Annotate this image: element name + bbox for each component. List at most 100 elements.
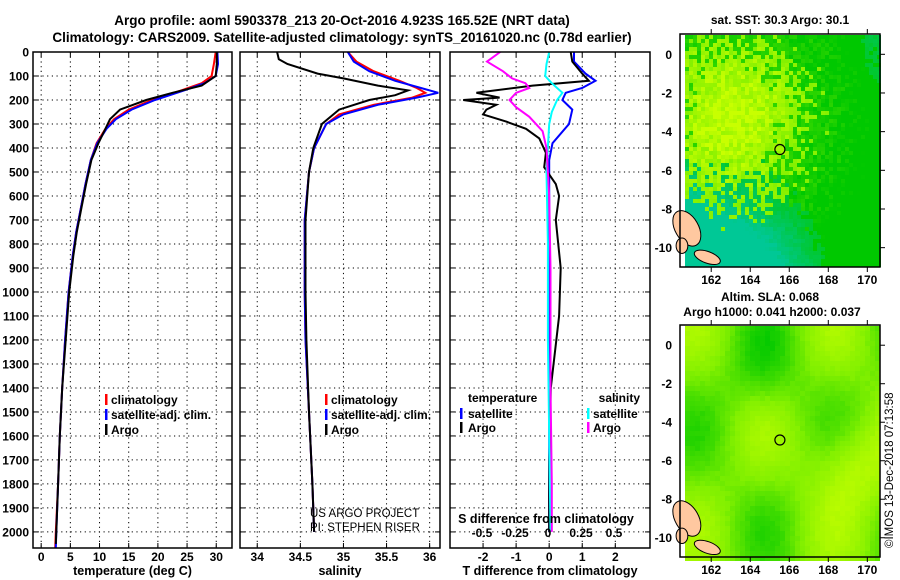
map-cell [749, 91, 753, 95]
map-cell [875, 396, 880, 401]
map-cell [685, 451, 690, 456]
map-cell [773, 79, 777, 83]
map-cell [740, 401, 745, 406]
map-cell [829, 243, 833, 247]
map-cell [769, 59, 773, 63]
map-cell [869, 39, 873, 43]
legend-swatch [460, 422, 463, 433]
map-cell [715, 496, 720, 501]
map-cell [830, 511, 835, 516]
map-cell [781, 111, 785, 115]
map-cell [700, 431, 705, 436]
map-cell [790, 416, 795, 421]
map-cell [775, 371, 780, 376]
map-cell [817, 67, 821, 71]
map-cell [755, 406, 760, 411]
map-cell [809, 231, 813, 235]
map-cell [849, 35, 853, 39]
map-cell [801, 127, 805, 131]
map-cell [793, 259, 797, 263]
map-cell [777, 163, 781, 167]
map-cell [733, 207, 737, 211]
map-cell [853, 139, 857, 143]
map-cell [729, 115, 733, 119]
map-cell [780, 341, 785, 346]
map-cell [815, 481, 820, 486]
map-cell [801, 207, 805, 211]
map-cell [745, 526, 750, 531]
map-cell [821, 123, 825, 127]
map-cell [765, 103, 769, 107]
map-cell [820, 436, 825, 441]
map-cell [829, 263, 833, 267]
map-cell [685, 59, 689, 63]
map-cell [730, 381, 735, 386]
map-cell [737, 91, 741, 95]
map-cell [815, 451, 820, 456]
map-cell [697, 191, 701, 195]
map-cell [753, 103, 757, 107]
map-cell [761, 151, 765, 155]
map-cell [697, 211, 701, 215]
map-cell [805, 456, 810, 461]
map-cell [741, 123, 745, 127]
map-cell [785, 143, 789, 147]
map-cell [821, 199, 825, 203]
map-cell [841, 75, 845, 79]
map-cell [861, 63, 865, 67]
map-cell [733, 167, 737, 171]
map-cell [837, 103, 841, 107]
map-cell [697, 187, 701, 191]
map-cell [685, 356, 690, 361]
map-cell [835, 326, 840, 331]
map-cell [769, 35, 773, 39]
map-cell [873, 175, 877, 179]
map-cell [735, 496, 740, 501]
map-cell [805, 171, 809, 175]
map-cell [733, 63, 737, 67]
map-cell [770, 391, 775, 396]
map-cell [760, 541, 765, 546]
map-cell [835, 531, 840, 536]
map-cell [837, 35, 841, 39]
map-cell [750, 436, 755, 441]
map-cell [825, 531, 830, 536]
map-cell [873, 171, 877, 175]
map-cell [833, 39, 837, 43]
map-cell [749, 139, 753, 143]
map-cell [857, 239, 861, 243]
map-cell [797, 223, 801, 227]
map-cell [717, 231, 721, 235]
map-cell [760, 506, 765, 511]
map-cell [720, 471, 725, 476]
map-cell [877, 199, 881, 203]
map-cell [689, 259, 693, 263]
map-cell [729, 87, 733, 91]
project-label: US ARGO PROJECT [310, 508, 419, 520]
map-cell [810, 551, 815, 556]
map-cell [835, 331, 840, 336]
map-cell [701, 211, 705, 215]
x-tick-label: 5 [67, 550, 74, 564]
map-cell [830, 421, 835, 426]
map-cell [685, 441, 690, 446]
map-cell [701, 139, 705, 143]
map-cell [869, 75, 873, 79]
map-cell [870, 406, 875, 411]
map-cell [777, 139, 781, 143]
map-cell [821, 139, 825, 143]
map-cell [873, 139, 877, 143]
map-cell [857, 231, 861, 235]
map-cell [845, 386, 850, 391]
map-cell [825, 376, 830, 381]
map-cell [877, 43, 881, 47]
map-cell [821, 179, 825, 183]
map-cell [870, 436, 875, 441]
map-cell [857, 123, 861, 127]
map-cell [775, 386, 780, 391]
map-cell [869, 179, 873, 183]
map-cell [865, 71, 869, 75]
map-cell [790, 436, 795, 441]
map-cell [713, 111, 717, 115]
map-cell [790, 486, 795, 491]
